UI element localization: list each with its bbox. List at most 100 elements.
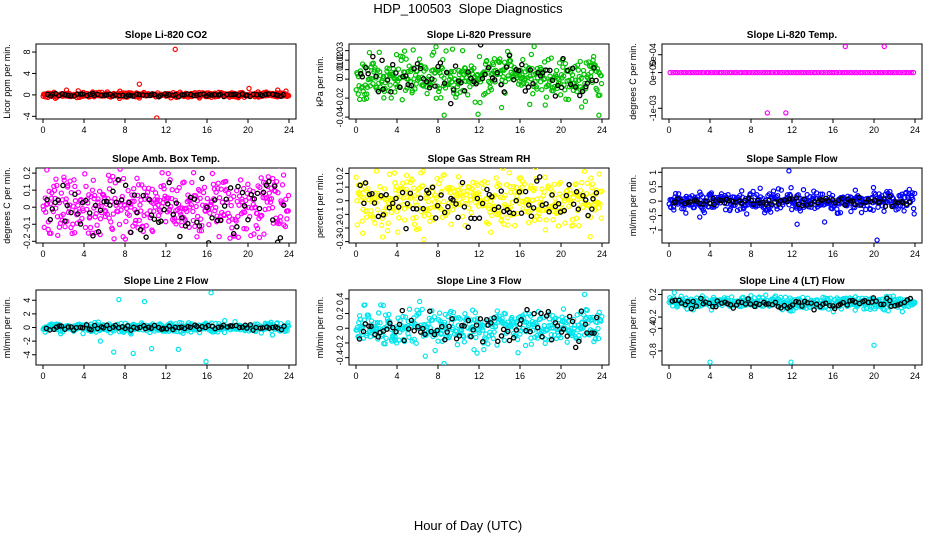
data-point bbox=[363, 214, 370, 220]
reference-point bbox=[548, 336, 555, 343]
data-point bbox=[901, 208, 907, 214]
x-tick-label: 16 bbox=[202, 125, 212, 135]
reference-point bbox=[474, 195, 481, 202]
data-point bbox=[749, 69, 756, 76]
reference-point bbox=[516, 67, 522, 74]
data-point bbox=[284, 216, 290, 222]
outlier-point bbox=[246, 85, 252, 92]
reference-point bbox=[566, 313, 573, 320]
reference-point bbox=[907, 295, 914, 302]
data-point bbox=[420, 168, 426, 174]
outlier-point bbox=[130, 350, 136, 357]
data-point bbox=[790, 307, 796, 314]
outlier-point bbox=[148, 345, 155, 352]
data-point bbox=[395, 229, 401, 235]
data-point bbox=[778, 187, 785, 193]
reference-point bbox=[107, 202, 113, 208]
reference-point bbox=[880, 301, 887, 308]
reference-point bbox=[560, 326, 567, 332]
data-point bbox=[583, 202, 589, 208]
data-point bbox=[849, 69, 855, 76]
reference-point bbox=[74, 91, 81, 97]
data-point bbox=[269, 332, 276, 338]
panel-title: Slope Line 4 (LT) Flow bbox=[739, 276, 845, 287]
reference-point bbox=[270, 91, 276, 98]
data-point bbox=[446, 333, 453, 340]
data-point bbox=[180, 330, 186, 336]
data-point bbox=[167, 177, 173, 183]
data-point bbox=[359, 218, 365, 224]
data-point bbox=[411, 185, 417, 191]
y-axis-label: Licor ppm per min. bbox=[2, 44, 12, 119]
reference-point bbox=[410, 205, 416, 212]
data-points bbox=[40, 46, 292, 119]
reference-point bbox=[411, 327, 417, 334]
reference-point bbox=[852, 201, 858, 208]
reference-point bbox=[690, 298, 696, 305]
data-point bbox=[541, 59, 548, 65]
reference-point bbox=[678, 198, 685, 204]
reference-point bbox=[144, 92, 150, 99]
data-point bbox=[50, 208, 56, 215]
reference-point bbox=[49, 91, 56, 98]
data-point bbox=[892, 69, 899, 76]
data-point bbox=[903, 69, 909, 76]
data-point bbox=[594, 87, 600, 93]
outlier-point bbox=[764, 110, 771, 116]
x-tick-label: 20 bbox=[556, 249, 566, 259]
data-point bbox=[588, 175, 594, 181]
reference-point bbox=[549, 77, 556, 84]
data-point bbox=[111, 236, 117, 242]
data-point bbox=[708, 190, 715, 196]
outlier-point bbox=[441, 360, 447, 365]
data-point bbox=[752, 69, 758, 76]
data-point bbox=[431, 314, 438, 320]
reference-point bbox=[448, 100, 454, 107]
x-tick-label: 12 bbox=[161, 249, 171, 259]
data-point bbox=[375, 310, 382, 316]
data-point bbox=[168, 203, 174, 210]
data-point bbox=[139, 182, 145, 188]
reference-point bbox=[136, 91, 143, 98]
reference-point bbox=[427, 308, 433, 314]
data-point bbox=[497, 182, 503, 188]
data-point bbox=[770, 188, 777, 194]
data-point bbox=[574, 62, 581, 68]
reference-point bbox=[564, 67, 571, 74]
outlier-point bbox=[788, 359, 794, 365]
x-tick-label: 12 bbox=[787, 125, 797, 135]
reference-point bbox=[408, 317, 415, 324]
data-point bbox=[491, 56, 498, 62]
reference-point bbox=[281, 323, 287, 329]
reference-point bbox=[199, 175, 205, 182]
data-point bbox=[381, 95, 387, 101]
data-point bbox=[474, 182, 481, 188]
reference-point bbox=[177, 233, 183, 240]
data-point bbox=[505, 222, 511, 228]
data-point bbox=[757, 69, 763, 76]
reference-point bbox=[230, 230, 237, 237]
reference-point bbox=[270, 217, 276, 223]
data-point bbox=[409, 89, 415, 96]
reference-point bbox=[750, 201, 757, 207]
data-point bbox=[43, 209, 49, 215]
x-tick-label: 12 bbox=[161, 125, 171, 135]
data-point bbox=[224, 199, 230, 206]
reference-point bbox=[199, 323, 205, 330]
panel-title: Slope Li-820 CO2 bbox=[125, 30, 208, 41]
reference-point bbox=[438, 192, 444, 198]
reference-point bbox=[577, 92, 583, 99]
outlier-point bbox=[116, 296, 122, 303]
y-tick-label: -0.2 bbox=[22, 234, 32, 250]
reference-point bbox=[570, 65, 576, 72]
data-point bbox=[257, 184, 263, 191]
data-point bbox=[485, 221, 492, 227]
data-point bbox=[372, 220, 378, 226]
data-point bbox=[51, 187, 58, 194]
reference-point bbox=[753, 300, 759, 307]
reference-point bbox=[580, 192, 586, 199]
data-point bbox=[194, 213, 201, 220]
reference-point bbox=[494, 69, 501, 76]
data-point bbox=[154, 194, 160, 200]
reference-point bbox=[525, 84, 532, 90]
